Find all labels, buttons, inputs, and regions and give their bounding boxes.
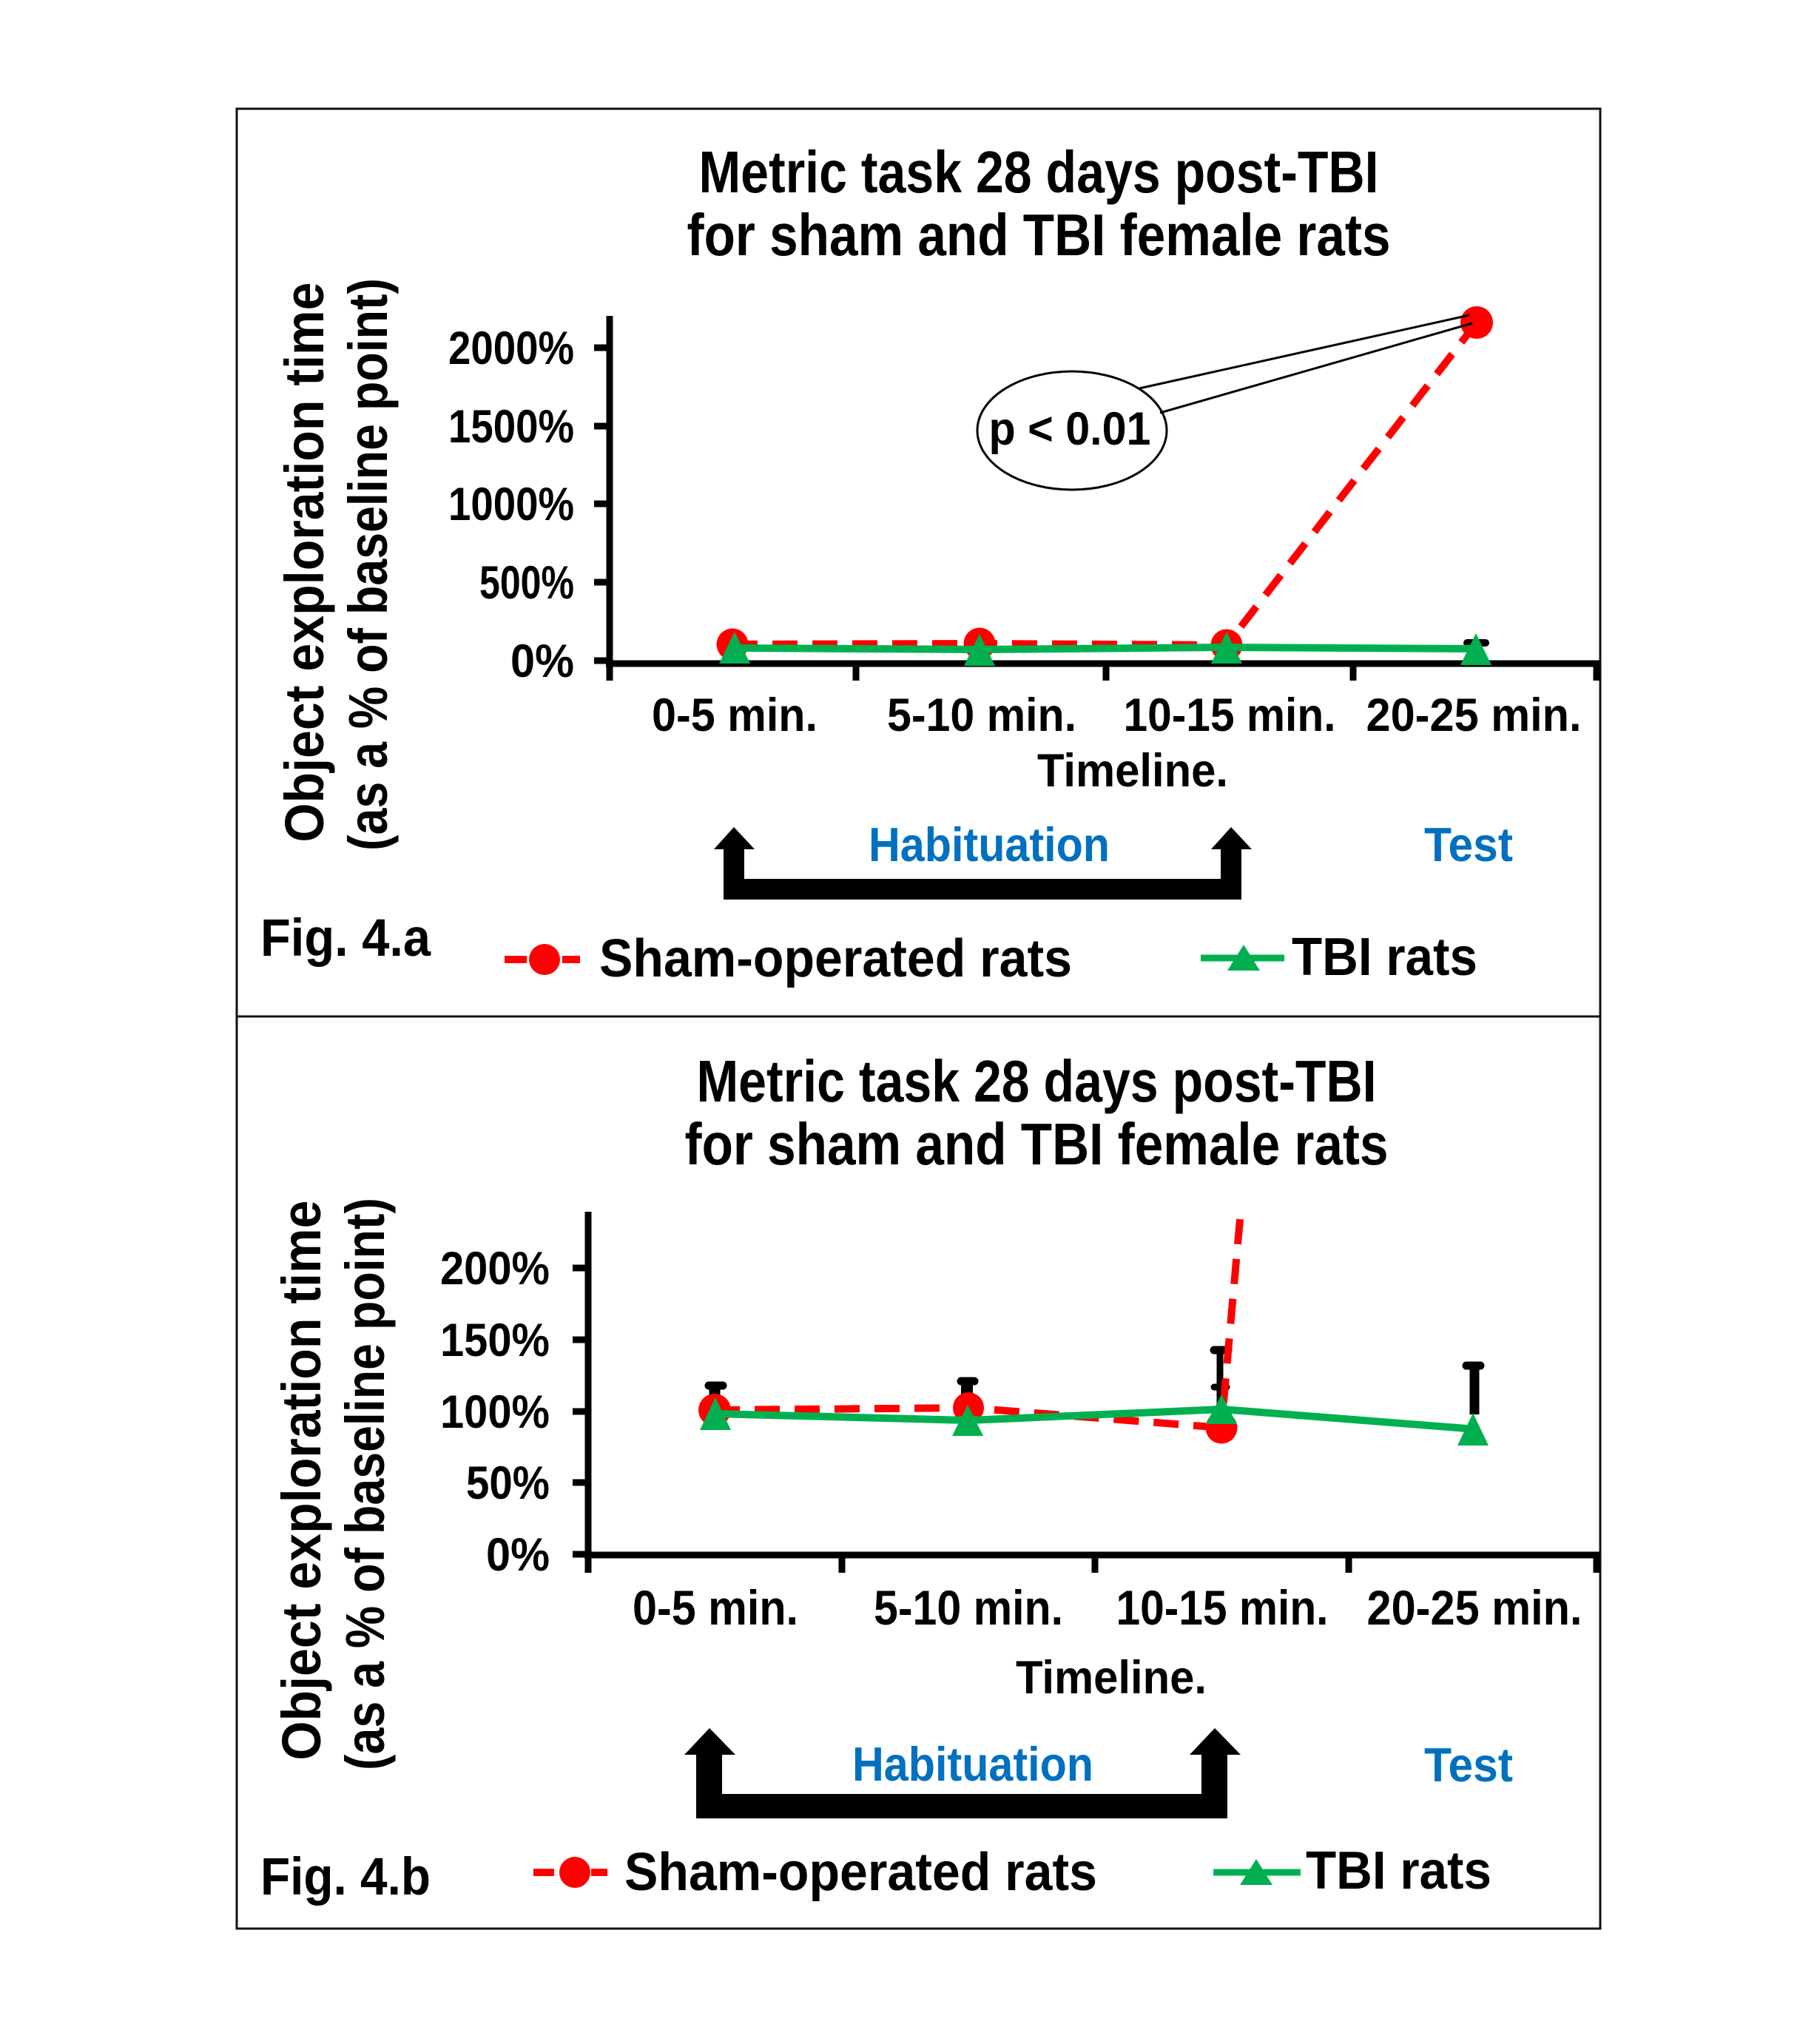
svg-text:TBI rats: TBI rats [1292,928,1477,987]
svg-text:TBI rats: TBI rats [1306,1841,1491,1900]
svg-text:Fig. 4.b: Fig. 4.b [260,1848,431,1906]
svg-text:20-25 min.: 20-25 min. [1366,689,1582,741]
svg-text:100%: 100% [440,1386,550,1438]
svg-text:50%: 50% [466,1457,550,1509]
svg-text:Metric task 28 days post-TBI: Metric task 28 days post-TBI [699,139,1379,205]
svg-text:(as a % of baseline point): (as a % of baseline point) [334,1198,396,1770]
svg-text:(as a % of baseline point): (as a % of baseline point) [337,278,399,851]
svg-text:Object exploration time: Object exploration time [271,1201,332,1761]
svg-text:p < 0.01: p < 0.01 [989,403,1151,455]
svg-text:200%: 200% [440,1243,550,1295]
svg-text:10-15 min.: 10-15 min. [1116,1580,1329,1635]
svg-text:10-15 min.: 10-15 min. [1124,689,1336,741]
svg-text:5-10 min.: 5-10 min. [887,689,1076,741]
svg-text:20-25 min.: 20-25 min. [1367,1580,1582,1635]
svg-text:Habituation: Habituation [869,817,1110,871]
svg-text:2000%: 2000% [448,323,574,374]
svg-text:for sham and TBI female rats: for sham and TBI female rats [685,1111,1389,1177]
svg-text:150%: 150% [440,1315,550,1366]
svg-text:Test: Test [1424,1738,1513,1792]
svg-text:Sham-operated rats: Sham-operated rats [624,1843,1097,1902]
svg-text:Object exploration time: Object exploration time [274,283,335,843]
svg-text:0%: 0% [486,1529,550,1581]
svg-text:0-5 min.: 0-5 min. [633,1580,798,1635]
svg-text:500%: 500% [479,557,574,609]
svg-text:0-5 min.: 0-5 min. [652,689,818,741]
svg-text:Timeline.: Timeline. [1037,745,1228,797]
svg-text:Test: Test [1424,817,1513,871]
svg-text:1000%: 1000% [448,479,574,530]
svg-text:Timeline.: Timeline. [1016,1652,1207,1704]
svg-text:for sham and TBI female rats: for sham and TBI female rats [687,202,1391,268]
svg-text:Metric task 28 days post-TBI: Metric task 28 days post-TBI [697,1048,1377,1114]
svg-text:0%: 0% [510,635,574,687]
svg-text:Fig. 4.a: Fig. 4.a [260,909,431,968]
svg-text:1500%: 1500% [448,401,574,453]
svg-text:Sham-operated rats: Sham-operated rats [599,929,1072,988]
svg-text:5-10 min.: 5-10 min. [874,1580,1063,1635]
svg-text:Habituation: Habituation [852,1737,1093,1791]
